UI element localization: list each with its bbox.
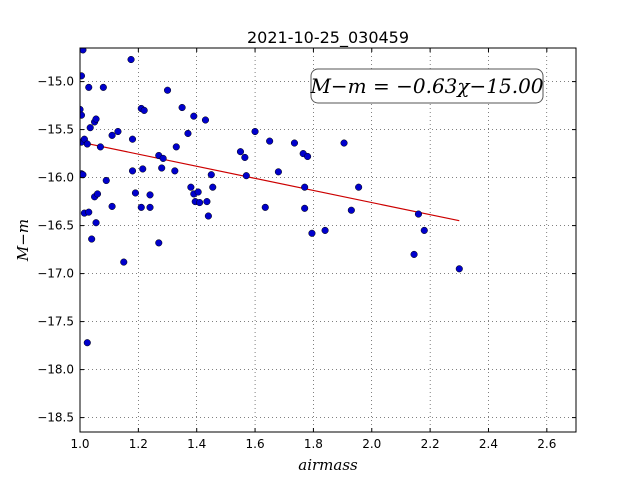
data-point (163, 86, 172, 94)
x-tick-label: 2.4 (479, 437, 498, 451)
data-point (455, 265, 463, 273)
x-tick-label: 2.6 (537, 437, 556, 451)
grid-lines (79, 48, 576, 432)
data-point (321, 226, 329, 234)
data-point (201, 116, 210, 124)
data-point (301, 204, 309, 212)
data-point (410, 250, 418, 258)
y-tick-label: −18.0 (37, 363, 74, 377)
x-tick-labels: 1.0 1.2 1.4 1.6 1.8 2.0 2.2 2.4 2.6 (70, 437, 556, 451)
data-point (355, 183, 363, 191)
data-point (308, 229, 316, 237)
data-point (80, 105, 84, 113)
tick-marks (79, 48, 576, 432)
data-point (93, 190, 102, 198)
data-point (159, 154, 167, 162)
y-tick-label: −15.5 (37, 123, 74, 137)
y-tick-label: −16.0 (37, 171, 74, 185)
data-point (80, 111, 86, 119)
data-point (242, 172, 250, 180)
data-point (194, 188, 202, 196)
data-point (114, 127, 122, 136)
data-point (155, 239, 163, 247)
data-point (340, 139, 348, 147)
y-tick-labels: −15.0 −15.5 −16.0 −16.5 −17.0 −17.5 −18.0 −18.5 (37, 75, 74, 425)
data-point (83, 140, 91, 148)
data-point (178, 103, 186, 112)
annotation-box (310, 68, 544, 104)
data-point (92, 115, 100, 123)
annotation-text: M−m = −0.63χ−15.00 (309, 74, 543, 98)
data-point (187, 183, 195, 191)
data-point (266, 137, 274, 145)
data-point (251, 127, 259, 136)
data-point (102, 176, 110, 185)
data-point (128, 135, 137, 143)
data-point (80, 72, 86, 80)
y-tick-label: −15.0 (37, 75, 74, 89)
data-point (171, 167, 179, 175)
y-tick-label: −17.0 (37, 267, 74, 281)
data-point (108, 202, 116, 210)
equation-annotation: M−m = −0.63χ−15.00 (309, 68, 544, 104)
data-point (86, 124, 94, 132)
data-point (99, 83, 107, 91)
data-point (120, 258, 128, 266)
x-axis-label: airmass (298, 456, 358, 474)
data-point (85, 208, 93, 216)
data-point (204, 212, 212, 220)
data-point (184, 129, 192, 137)
x-tick-label: 1.8 (304, 437, 323, 451)
chart-title: 2021-10-25_030459 (247, 28, 409, 48)
data-point (146, 191, 154, 199)
data-point (261, 203, 269, 211)
data-point (414, 210, 422, 218)
x-tick-label: 2.0 (362, 437, 381, 451)
x-tick-label: 1.0 (70, 437, 89, 451)
data-point (85, 83, 93, 91)
data-point (290, 139, 298, 147)
data-point (207, 171, 215, 179)
data-point (158, 164, 166, 172)
x-tick-label: 1.4 (187, 437, 206, 451)
data-point (128, 167, 137, 175)
y-axis-label: M−m (14, 219, 32, 262)
data-point (196, 199, 204, 207)
data-point (146, 203, 154, 211)
x-tick-label: 1.2 (129, 437, 148, 451)
data-points (80, 48, 463, 347)
data-point (83, 339, 91, 347)
data-point (274, 168, 282, 176)
fit-line-group (79, 141, 460, 222)
data-point (241, 153, 249, 161)
y-tick-label: −17.5 (37, 315, 74, 329)
data-point (80, 48, 87, 54)
plot-frame (79, 47, 577, 433)
data-point (80, 171, 87, 179)
data-point (140, 106, 148, 114)
x-tick-label: 2.2 (421, 437, 440, 451)
data-point (139, 165, 147, 173)
data-point (127, 55, 135, 64)
fit-line (79, 141, 460, 222)
data-point (420, 226, 428, 234)
x-tick-label: 1.6 (246, 437, 265, 451)
data-point (304, 152, 312, 161)
data-point (131, 189, 139, 197)
data-point (190, 112, 198, 120)
data-point (88, 235, 96, 243)
data-point (92, 219, 100, 227)
data-point (347, 206, 355, 214)
data-point (209, 183, 217, 191)
data-point (96, 143, 104, 151)
data-point (203, 198, 211, 206)
data-point (236, 148, 245, 156)
data-point (108, 131, 116, 139)
data-point (172, 143, 180, 151)
y-tick-label: −16.5 (37, 219, 74, 233)
data-point (137, 203, 145, 211)
data-point (301, 183, 309, 191)
y-tick-label: −18.5 (37, 411, 74, 425)
